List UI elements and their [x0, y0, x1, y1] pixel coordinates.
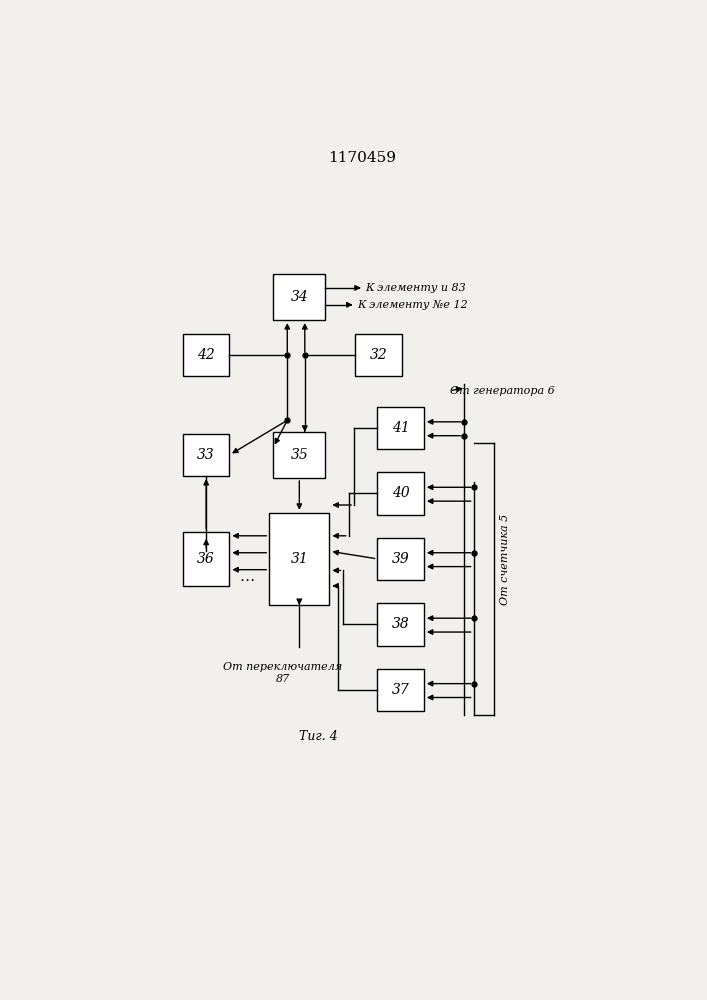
Bar	[274, 274, 325, 320]
Bar	[378, 603, 424, 646]
Bar	[274, 432, 325, 478]
Bar	[378, 472, 424, 515]
Bar	[356, 334, 402, 376]
Bar	[269, 513, 329, 605]
Text: От генератора 6: От генератора 6	[450, 386, 555, 396]
Text: 35: 35	[291, 448, 308, 462]
Text: К элементу и 83: К элементу и 83	[366, 283, 466, 293]
Text: 33: 33	[197, 448, 215, 462]
Text: 31: 31	[291, 552, 308, 566]
Bar	[183, 532, 230, 586]
Text: 1170459: 1170459	[328, 151, 397, 165]
Text: От счетчика 5: От счетчика 5	[500, 513, 510, 605]
Bar	[183, 434, 230, 476]
Text: 41: 41	[392, 421, 409, 435]
Text: Τиг. 4: Τиг. 4	[299, 730, 338, 742]
Bar	[378, 407, 424, 449]
Bar	[378, 669, 424, 711]
Text: К элементу №e 12: К элементу №e 12	[357, 300, 468, 310]
Text: 42: 42	[197, 348, 215, 362]
Text: 40: 40	[392, 486, 409, 500]
Bar	[378, 538, 424, 580]
Text: 39: 39	[392, 552, 409, 566]
Text: 32: 32	[370, 348, 387, 362]
Text: 36: 36	[197, 552, 215, 566]
Text: ⋯: ⋯	[239, 573, 255, 588]
Text: 38: 38	[392, 617, 409, 631]
Text: 37: 37	[392, 683, 409, 697]
Text: От переключателя
87: От переключателя 87	[223, 662, 342, 684]
Text: 34: 34	[291, 290, 308, 304]
Bar	[183, 334, 230, 376]
